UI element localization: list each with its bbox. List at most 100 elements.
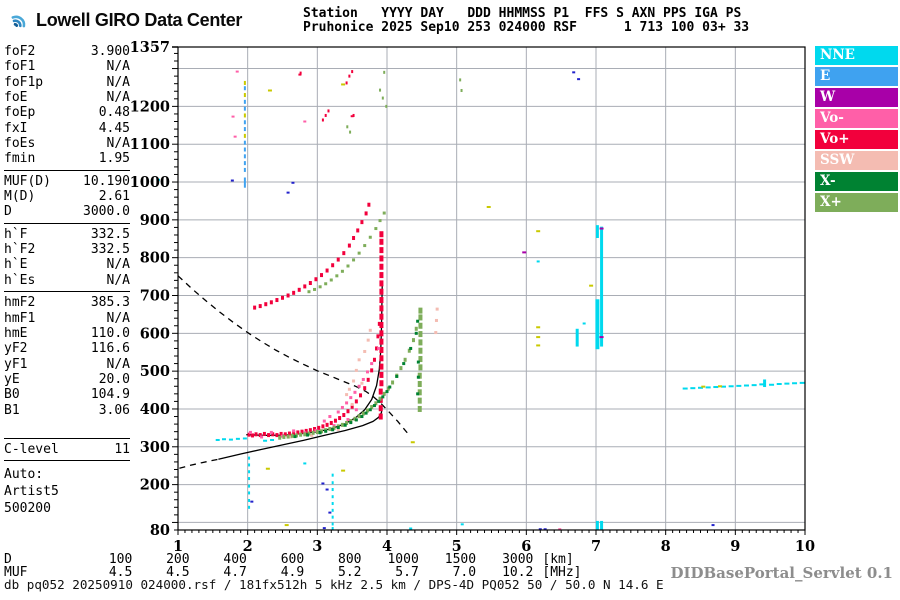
echo-x-trace <box>391 380 395 385</box>
echo-second-hop-o <box>253 305 257 310</box>
x-axis-label: 1 <box>173 538 183 555</box>
echo-x-trace <box>365 408 369 413</box>
echo-f-trace-vo-minus <box>260 435 264 439</box>
echo-second-hop-o <box>360 220 364 225</box>
echo-second-hop-o <box>297 287 301 292</box>
d-row-unit: [km] <box>542 552 574 567</box>
muf-row-label: MUF <box>4 565 28 580</box>
echo-f-trace-o <box>258 433 262 438</box>
echo-es-column-2mhz <box>248 484 251 488</box>
echo-f-trace-o <box>262 431 266 436</box>
echo-x-trace-dark <box>414 331 418 335</box>
rfi-bar <box>763 379 767 388</box>
echo-x-trace <box>361 411 365 416</box>
param-divider <box>4 291 130 293</box>
echo-f-trace-o <box>359 393 363 398</box>
echo-es-column-2mhz <box>248 491 251 495</box>
echo-noise-yellow <box>265 467 270 470</box>
echo-rfi-2mhz-blue <box>243 106 246 111</box>
echo-noise-navy <box>291 181 295 184</box>
d-row-value: 1500 <box>444 552 477 567</box>
x-axis-label: 7 <box>591 538 601 555</box>
echo-third-hop-x <box>346 125 349 129</box>
echo-x-trace-asymptote <box>417 372 422 379</box>
param-divider <box>4 437 130 439</box>
y-axis-label: 1000 <box>130 174 170 191</box>
echo-nne-oblique-trace <box>705 386 711 389</box>
echo-f-trace-ssw <box>434 318 438 322</box>
echo-rfi-2mhz-blue <box>243 86 246 91</box>
param-row-yf1: yF1 N/A <box>4 356 130 372</box>
echo-second-hop-x <box>357 251 361 255</box>
echo-noise-pink <box>558 528 562 531</box>
echo-noise-cyan <box>536 260 540 263</box>
echo-f-trace-vo-minus <box>365 370 369 374</box>
echo-f-trace-o <box>363 386 367 391</box>
echo-x-trace-asymptote <box>417 405 422 412</box>
echo-third-hop-x <box>383 70 386 74</box>
param-row-he: h`E N/A <box>4 257 130 273</box>
echo-x-trace-asymptote <box>418 314 423 321</box>
echo-f-trace-ssw <box>360 381 364 385</box>
legend-item-x: X- <box>815 172 898 191</box>
echo-f-trace-ssw <box>347 387 351 391</box>
echo-noise-navy <box>711 524 715 527</box>
echo-f-trace-o <box>366 377 370 382</box>
echo-f-trace-o <box>370 368 374 373</box>
param-row-hme: hmE 110.0 <box>4 325 130 341</box>
echo-noise-w <box>522 251 527 254</box>
echo-nne-oblique-trace <box>690 387 696 390</box>
echo-x-trace <box>311 430 315 435</box>
echo-f-trace-o-asymptote <box>379 355 384 362</box>
echo-noise-pink <box>233 135 237 138</box>
echo-noise-yellow <box>718 385 723 388</box>
echo-x-trace-dark <box>416 319 420 323</box>
echo-x-trace-asymptote <box>418 322 423 329</box>
echo-f-trace-o <box>271 432 275 437</box>
echo-x-trace <box>374 401 378 406</box>
echo-noise-pink <box>303 120 307 123</box>
echo-x-trace-dark <box>381 395 385 399</box>
echo-f-trace-vo-minus <box>269 430 273 434</box>
echo-third-hop-o <box>324 113 327 117</box>
echo-f-trace-ssw <box>366 338 370 342</box>
echo-direction-legend: NNE E W Vo- Vo+ SSW X- X+ <box>815 46 898 214</box>
echo-f-trace-ssw <box>354 368 358 372</box>
echo-noise-navy <box>538 528 542 531</box>
echo-x-trace <box>320 429 324 434</box>
param-row-foe: foE N/A <box>4 90 130 106</box>
legend-item-ssw: SSW <box>815 151 898 170</box>
echo-f-trace-o <box>321 424 325 429</box>
echo-f-trace-o <box>308 428 312 433</box>
echo-x-trace-dark <box>306 433 310 437</box>
echo-f-trace-o-asymptote <box>379 272 384 279</box>
echo-x-trace <box>349 419 353 424</box>
echo-f-trace-o <box>354 399 358 404</box>
echo-f-trace-vo-minus <box>357 384 361 388</box>
echo-es-column-3mhz <box>331 495 334 499</box>
echo-f-trace-o <box>287 431 291 436</box>
x-axis-label: 2 <box>243 538 253 555</box>
echo-rfi-2mhz-blue <box>243 99 246 104</box>
param-row-fmin: fmin 1.95 <box>4 151 130 167</box>
autoscaling-line: Artist5 <box>4 484 59 500</box>
x-axis-label: 8 <box>661 538 671 555</box>
echo-rfi-2mhz-yellow <box>243 93 246 98</box>
y-axis-label: 1100 <box>130 136 170 153</box>
echo-x-trace <box>414 326 418 331</box>
echo-noise-cyan <box>582 322 586 325</box>
echo-f-trace-o <box>317 425 321 430</box>
echo-third-hop-o <box>348 74 351 78</box>
echo-second-hop-o <box>352 236 356 241</box>
echo-x-trace-dark <box>354 418 358 422</box>
echo-x-trace <box>382 391 386 396</box>
echo-nne-oblique-trace <box>720 385 726 388</box>
param-row-foep: foEp 0.48 <box>4 105 130 121</box>
echo-f-trace-vo-minus <box>340 405 344 409</box>
echo-f-trace-ssw <box>368 328 372 332</box>
muf-row: MUF 4.5 4.5 4.7 4.9 5.2 5.7 7.0 10.2 [MHz] <box>4 566 582 579</box>
param-divider <box>4 460 130 462</box>
param-row-fxi: fxI 4.45 <box>4 120 130 136</box>
echo-es-column-2mhz <box>248 463 251 467</box>
